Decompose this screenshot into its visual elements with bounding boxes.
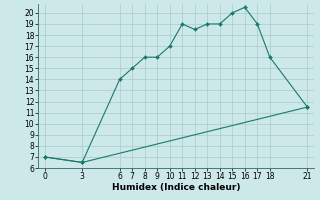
X-axis label: Humidex (Indice chaleur): Humidex (Indice chaleur) bbox=[112, 183, 240, 192]
